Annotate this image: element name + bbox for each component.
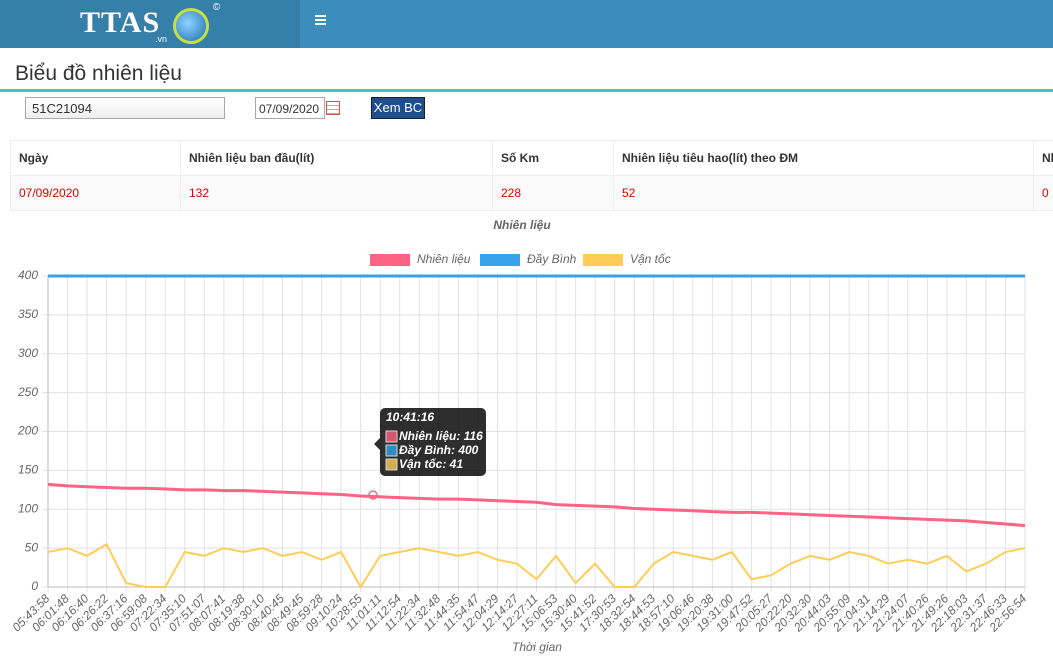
y-tick-label: 250 bbox=[17, 385, 38, 399]
x-axis-title: Thời gian bbox=[512, 640, 562, 654]
column-header: Nhiên liệu ban đầu(lít) bbox=[180, 140, 493, 176]
page-title: Biểu đồ nhiên liệu bbox=[15, 62, 182, 85]
logo-globe bbox=[173, 8, 209, 44]
tooltip-item: Vận tốc: 41 bbox=[399, 457, 463, 471]
series-line bbox=[47, 542, 1026, 589]
top-bar: TTAS .vn © bbox=[0, 0, 1053, 48]
hover-point bbox=[368, 490, 378, 500]
chart: Nhiên liệu Nhiên liệu Đầy Bình Vận tốc 0 50 10… bbox=[9, 218, 1029, 654]
chart-title: Nhiên liệu bbox=[493, 218, 551, 232]
y-tick-label: 50 bbox=[25, 540, 39, 554]
logo-text: TTAS bbox=[80, 6, 161, 39]
tooltip-swatch bbox=[385, 444, 398, 457]
logo[interactable]: TTAS .vn © bbox=[0, 0, 300, 48]
y-tick-label: 400 bbox=[18, 268, 38, 282]
column-header: Nh bbox=[1033, 140, 1053, 176]
logo-suffix: .vn bbox=[155, 34, 168, 44]
tooltip-title: 10:41:16 bbox=[386, 410, 434, 424]
logo-mark: © bbox=[213, 2, 221, 13]
y-tick-label: 150 bbox=[18, 463, 38, 477]
series-line bbox=[47, 482, 1026, 528]
vehicle-select[interactable]: 51C21094 bbox=[25, 97, 225, 119]
tooltip-swatch bbox=[385, 458, 398, 471]
tooltip-item: Nhiên liệu: 116 bbox=[399, 429, 483, 443]
title-rule bbox=[0, 89, 1053, 92]
y-tick-label: 300 bbox=[18, 346, 38, 360]
tooltip bbox=[380, 408, 486, 476]
y-tick-label: 100 bbox=[18, 501, 38, 515]
report-button[interactable]: Xem BC bbox=[371, 97, 425, 119]
tooltip-swatch bbox=[385, 430, 398, 443]
table-cell: 132 bbox=[180, 175, 493, 211]
date-input[interactable]: 07/09/2020 bbox=[255, 97, 325, 119]
menu-toggle[interactable] bbox=[315, 15, 326, 27]
column-header: Nhiên liệu tiêu hao(lít) theo ĐM bbox=[613, 140, 1034, 176]
table-cell: 52 bbox=[613, 175, 1034, 211]
legend-label: Đầy Bình bbox=[527, 252, 577, 266]
y-tick-label: 200 bbox=[17, 424, 38, 438]
y-tick-label: 350 bbox=[18, 307, 38, 321]
tooltip-item: Đầy Bình: 400 bbox=[399, 443, 479, 457]
legend-swatch bbox=[480, 254, 520, 266]
legend-swatch bbox=[370, 254, 410, 266]
table-cell: 07/09/2020 bbox=[10, 175, 181, 211]
table-cell: 0 bbox=[1033, 175, 1053, 211]
column-header: Số Km bbox=[492, 140, 614, 176]
table-cell: 228 bbox=[492, 175, 614, 211]
legend-swatch bbox=[583, 254, 623, 266]
calendar-icon[interactable] bbox=[326, 101, 340, 115]
y-tick-label: 0 bbox=[31, 579, 38, 593]
summary-table: Ngày Nhiên liệu ban đầu(lít) Số Km Nhiên li… bbox=[10, 140, 1053, 211]
legend-label: Vận tốc bbox=[630, 252, 671, 266]
tooltip-caret bbox=[374, 438, 380, 450]
column-header: Ngày bbox=[10, 140, 181, 176]
legend-label: Nhiên liệu bbox=[417, 252, 471, 266]
